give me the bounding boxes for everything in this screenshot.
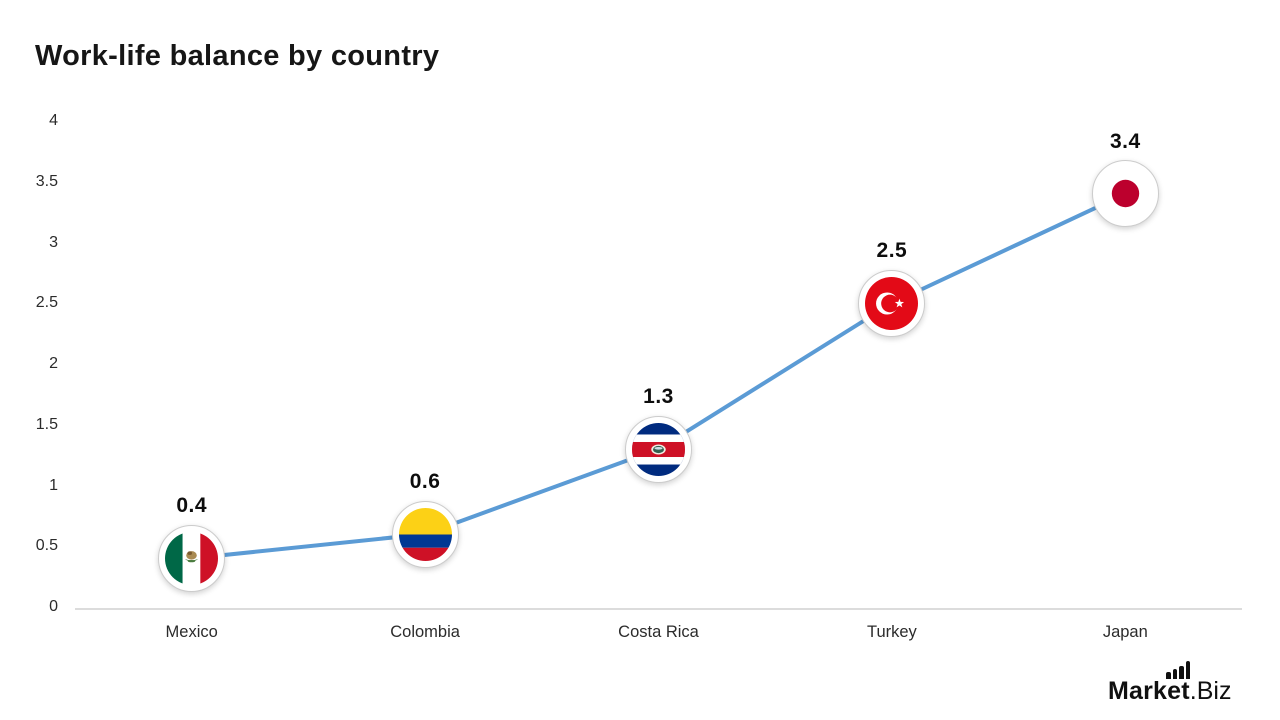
brand-watermark: Market.Biz [1108, 660, 1244, 706]
point-value-label: 1.3 [643, 385, 674, 409]
brand-name: Market.Biz [1108, 677, 1231, 706]
marker-colombia [391, 500, 459, 568]
marker-turkey [858, 269, 926, 337]
flag-colombia-icon [398, 507, 452, 561]
x-axis-line [75, 608, 1242, 610]
y-tick-label: 0 [49, 598, 58, 615]
flag-mexico-icon [165, 531, 219, 585]
y-tick-label: 3 [49, 233, 58, 251]
bar-chart-icon [1166, 660, 1190, 679]
y-tick-label: 1.5 [35, 415, 58, 433]
y-tick-label: 2 [49, 355, 58, 372]
y-tick-label: 4 [49, 112, 58, 129]
x-tick-label: Turkey [866, 623, 917, 641]
flag-turkey-icon [865, 276, 919, 330]
chart-title: Work-life balance by country [35, 40, 440, 72]
y-tick-label: 1 [49, 476, 58, 494]
x-tick-label: Japan [1102, 623, 1148, 641]
point-value-label: 0.4 [176, 494, 208, 518]
marker-japan [1091, 160, 1159, 228]
x-tick-label: Costa Rica [618, 623, 699, 641]
point-value-label: 0.6 [409, 470, 441, 494]
flag-costa-rica-icon [632, 422, 685, 476]
y-tick-label: 2.5 [35, 294, 58, 312]
point-value-label: 3.4 [1109, 129, 1141, 153]
marker-costa-rica [625, 415, 692, 483]
x-tick-label: Colombia [390, 623, 460, 641]
point-value-label: 2.5 [876, 239, 908, 263]
marker-mexico [158, 524, 226, 592]
y-tick-label: 0.5 [35, 537, 58, 555]
brand-name-light: .Biz [1189, 677, 1232, 705]
x-tick-label: Mexico [165, 623, 218, 641]
brand-name-bold: Market [1108, 677, 1190, 705]
flag-japan-icon [1098, 167, 1152, 221]
y-tick-label: 3.5 [35, 172, 58, 190]
